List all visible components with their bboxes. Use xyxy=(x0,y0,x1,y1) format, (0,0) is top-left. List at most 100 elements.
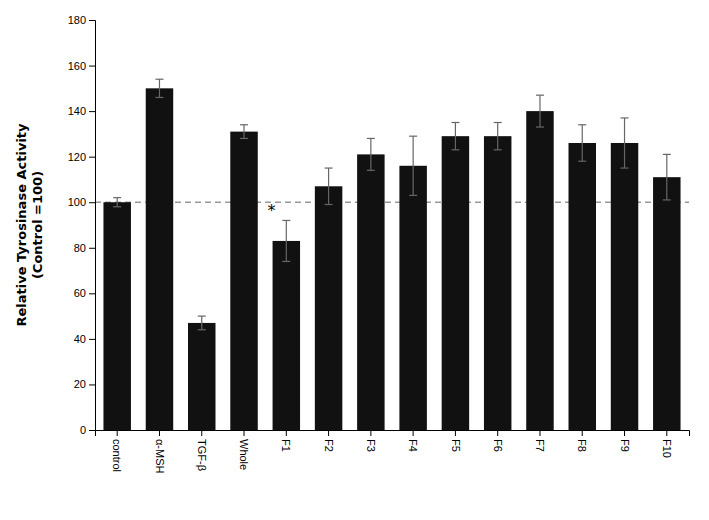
error-bar-cap xyxy=(663,154,671,155)
error-bar xyxy=(113,198,121,207)
error-bar-cap xyxy=(409,195,417,196)
x-tick-label: F2 xyxy=(323,439,335,452)
x-tick-mark xyxy=(413,430,414,436)
x-tick-label: F5 xyxy=(450,439,462,452)
y-tick-label: 160 xyxy=(68,60,86,72)
x-tick: F1 xyxy=(280,430,292,452)
error-bar-cap xyxy=(451,122,459,123)
y-tick: 120 xyxy=(68,151,95,163)
x-tick: Whole xyxy=(238,430,250,470)
bar xyxy=(230,132,257,430)
error-bar-cap xyxy=(198,329,206,330)
error-bar-cap xyxy=(621,167,629,168)
error-bar-stem xyxy=(286,220,287,261)
x-tick-mark xyxy=(159,430,160,436)
y-tick-label: 120 xyxy=(68,151,86,163)
error-bar-stem xyxy=(539,95,540,127)
y-tick-mark xyxy=(89,66,95,67)
x-tick: F4 xyxy=(407,430,419,452)
error-bar-cap xyxy=(409,136,417,137)
error-bar-cap xyxy=(536,126,544,127)
x-tick: TGF-β xyxy=(196,430,208,471)
x-tick: F9 xyxy=(619,430,631,452)
bar xyxy=(484,136,511,430)
error-bar-cap xyxy=(367,138,375,139)
y-tick: 80 xyxy=(74,242,95,254)
x-tick-label: F3 xyxy=(365,439,377,452)
error-bar xyxy=(451,123,459,150)
x-tick-mark xyxy=(370,430,371,436)
bar xyxy=(315,186,342,430)
y-tick: 160 xyxy=(68,60,95,72)
y-tick-label: 20 xyxy=(74,378,86,390)
error-bar-stem xyxy=(370,138,371,170)
error-bar xyxy=(240,125,248,139)
y-tick: 40 xyxy=(74,333,95,345)
y-tick-mark xyxy=(89,384,95,385)
y-tick-mark xyxy=(89,293,95,294)
error-bar xyxy=(198,316,206,330)
y-tick-label: 60 xyxy=(74,287,86,299)
error-bar-cap xyxy=(494,122,502,123)
bar xyxy=(399,166,426,430)
y-tick: 100 xyxy=(68,196,95,208)
error-bar-stem xyxy=(455,123,456,150)
error-bar-cap xyxy=(198,316,206,317)
error-bar-cap xyxy=(325,167,333,168)
x-tick: F6 xyxy=(492,430,504,452)
bar xyxy=(103,202,130,430)
bar xyxy=(611,143,638,430)
error-bar xyxy=(367,138,375,170)
y-axis-title-line: Relative Tyrosinase Activity xyxy=(14,123,29,327)
x-tick-mark xyxy=(286,430,287,436)
error-bar-stem xyxy=(117,198,118,207)
error-bar-cap xyxy=(325,204,333,205)
error-bar-stem xyxy=(624,118,625,168)
y-tick-label: 80 xyxy=(74,242,86,254)
y-tick: 180 xyxy=(68,14,95,26)
x-tick-label: F1 xyxy=(280,439,292,452)
axis-line xyxy=(96,431,690,437)
error-bar-cap xyxy=(155,79,163,80)
plot: control α-MSH TGF-β Whole F1 F2 F3 F4 F5 F6 F7 F8 F9… xyxy=(68,14,690,474)
x-tick: α-MSH xyxy=(154,430,166,474)
x-tick-mark xyxy=(666,430,667,436)
error-bar-stem xyxy=(243,125,244,139)
y-tick: 0 xyxy=(80,424,95,436)
y-tick-label: 140 xyxy=(68,105,86,117)
marks xyxy=(95,79,689,430)
error-bar xyxy=(325,168,333,204)
error-bar-cap xyxy=(578,124,586,125)
y-tick-mark xyxy=(89,202,95,203)
y-tick-mark xyxy=(89,248,95,249)
reference-line xyxy=(95,201,689,203)
x-tick-mark xyxy=(455,430,456,436)
x-tick: F8 xyxy=(576,430,588,452)
error-bar xyxy=(494,123,502,150)
error-bar-cap xyxy=(536,95,544,96)
error-bar-cap xyxy=(621,117,629,118)
x-tick-label: F9 xyxy=(619,439,631,452)
error-bar xyxy=(663,154,671,200)
y-tick-mark xyxy=(89,157,95,158)
x-tick-mark xyxy=(328,430,329,436)
error-bar-cap xyxy=(113,206,121,207)
y-axis-title-line: (Control =100) xyxy=(30,171,45,279)
error-bar xyxy=(621,118,629,168)
y-tick: 60 xyxy=(74,287,95,299)
error-bar-cap xyxy=(367,170,375,171)
y-axis-title: Relative Tyrosinase Activity(Control =10… xyxy=(14,123,45,327)
error-bar-cap xyxy=(578,161,586,162)
x-tick-label: F10 xyxy=(661,439,673,458)
y-tick-mark xyxy=(89,20,95,21)
x-tick-label: α-MSH xyxy=(154,439,166,474)
y-tick-label: 0 xyxy=(80,424,86,436)
x-tick-label: F8 xyxy=(576,439,588,452)
y-tick-label: 180 xyxy=(68,14,86,26)
x-tick: control xyxy=(111,430,123,472)
y-tick-label: 100 xyxy=(68,196,86,208)
error-bar-cap xyxy=(113,197,121,198)
error-bar-cap xyxy=(451,149,459,150)
y-tick: 20 xyxy=(74,378,95,390)
x-tick-label: F7 xyxy=(534,439,546,452)
